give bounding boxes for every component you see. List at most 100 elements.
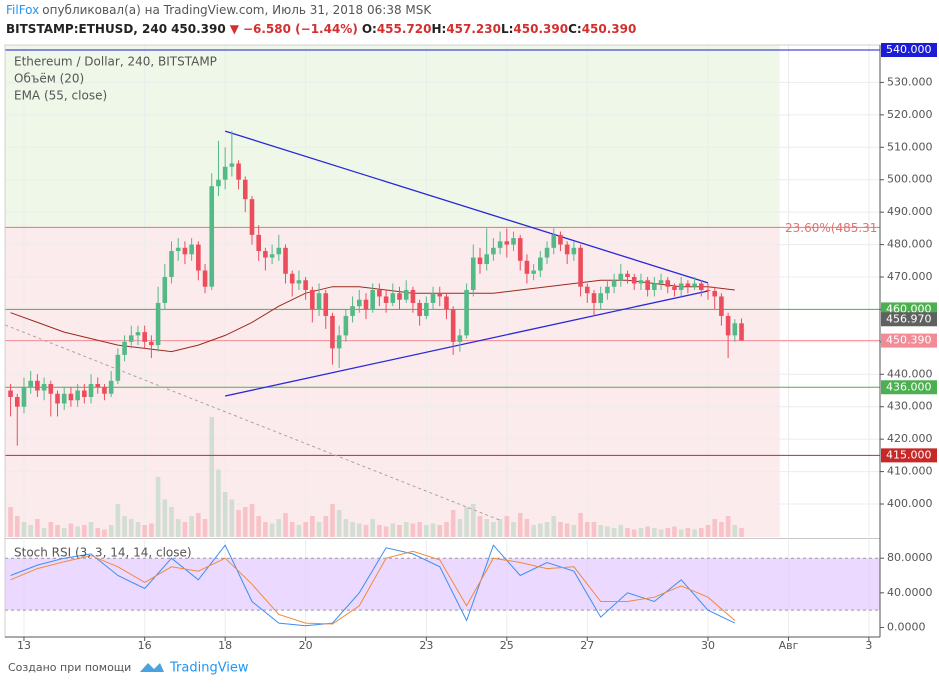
candle-body <box>202 270 208 287</box>
volume-bar <box>289 522 295 537</box>
candle-body <box>343 315 349 336</box>
candle-body <box>497 241 503 248</box>
candle-body <box>108 380 114 394</box>
candle-body <box>189 244 194 255</box>
volume-bar <box>538 523 543 537</box>
ticker-part: 450.390 <box>171 22 226 36</box>
candle-body <box>8 390 13 397</box>
volume-bar <box>470 504 476 537</box>
y-tick-label: 40.0000 <box>887 586 933 599</box>
price-panel: 23.60%(485.31 <box>5 45 880 537</box>
candle-body <box>484 254 489 265</box>
volume-bar <box>82 525 87 537</box>
ticker-part: 455.720 <box>377 22 432 36</box>
volume-bar <box>189 516 194 537</box>
trendline <box>224 130 709 284</box>
y-tick-label: 480.000 <box>887 238 933 251</box>
y-tick-label: 430.000 <box>887 400 933 413</box>
volume-bar <box>739 528 744 537</box>
volume-bar <box>504 516 510 537</box>
volume-bar <box>115 504 121 537</box>
y-tick-label: 520.000 <box>887 108 933 121</box>
candle-body <box>558 234 563 245</box>
candle-body <box>296 280 302 284</box>
y-tick-label: 490.000 <box>887 205 933 218</box>
volume-bar <box>350 522 355 537</box>
volume-bar <box>578 513 583 537</box>
volume-bar <box>591 522 597 537</box>
candle-body <box>397 293 402 300</box>
volume-bar <box>370 519 375 537</box>
candle-body <box>75 390 80 401</box>
candle-body <box>350 306 355 316</box>
candle-body <box>591 293 597 303</box>
candle-body <box>155 302 161 346</box>
candle-body <box>135 332 141 336</box>
volume-bar <box>135 522 141 537</box>
candle-body <box>356 299 362 307</box>
candle-body <box>732 323 738 336</box>
candle-body <box>162 277 168 303</box>
level-tag <box>881 333 937 348</box>
volume-bar <box>256 516 261 537</box>
volume-bar <box>196 513 201 537</box>
volume-bar <box>410 523 416 537</box>
volume-bar <box>430 523 436 537</box>
tradingview-logo[interactable] <box>140 663 164 672</box>
candle-body <box>665 280 671 287</box>
footer-brand[interactable]: TradingView <box>169 661 249 676</box>
volume-bar <box>283 513 288 537</box>
candle-body <box>477 257 483 265</box>
level-label: 450.390 <box>886 334 932 347</box>
volume-bar <box>457 519 463 537</box>
y-tick-label: 500.000 <box>887 173 933 186</box>
candle-body <box>410 289 416 303</box>
candle-body <box>330 315 335 349</box>
candle-body <box>450 309 456 342</box>
volume-bar <box>95 528 101 537</box>
volume-bar <box>48 522 54 537</box>
volume-bar <box>14 516 20 537</box>
candle-body <box>578 247 583 287</box>
volume-bar <box>625 528 630 537</box>
legend-entry: Ethereum / Dollar, 240, BITSTAMP <box>14 55 217 69</box>
candle-body <box>28 380 33 388</box>
author[interactable]: FilFox <box>6 3 39 17</box>
x-tick-label: 3 <box>865 639 872 652</box>
volume-bar <box>75 526 80 537</box>
candle-body <box>705 289 711 291</box>
volume-bar <box>444 522 449 537</box>
published: опубликовал(а) на TradingView.com, Июль … <box>42 3 432 17</box>
candle-body <box>128 335 134 342</box>
level-tag <box>881 312 937 327</box>
volume-bar <box>122 516 127 537</box>
footer-text: Создано при помощи <box>8 661 131 674</box>
volume-bar <box>28 525 33 537</box>
candle-body <box>638 280 644 284</box>
y-tick-label: 530.000 <box>887 75 933 88</box>
volume-bar <box>484 519 489 537</box>
ticker-part: O: <box>362 22 377 36</box>
candle-body <box>182 247 188 255</box>
candle-body <box>289 273 295 284</box>
volume-bar <box>598 525 603 537</box>
volume-bar <box>149 523 154 537</box>
volume-bar <box>169 507 174 537</box>
candle-body <box>444 296 449 310</box>
y-tick-label: 400.000 <box>887 497 933 510</box>
candle-body <box>517 238 523 261</box>
legend-entry: EMA (55, close) <box>14 89 107 103</box>
volume-bar <box>645 526 650 537</box>
volume-bar <box>55 525 60 537</box>
volume-bar <box>336 510 342 537</box>
volume-bar <box>276 519 282 537</box>
volume-bar <box>61 528 67 537</box>
volume-bar <box>296 525 302 537</box>
candle-body <box>209 186 215 287</box>
candle-body <box>310 289 315 310</box>
candle-body <box>256 234 261 252</box>
candle-body <box>229 163 235 167</box>
volume-bar <box>202 519 208 537</box>
candle-body <box>236 163 241 180</box>
candle-body <box>303 280 308 290</box>
